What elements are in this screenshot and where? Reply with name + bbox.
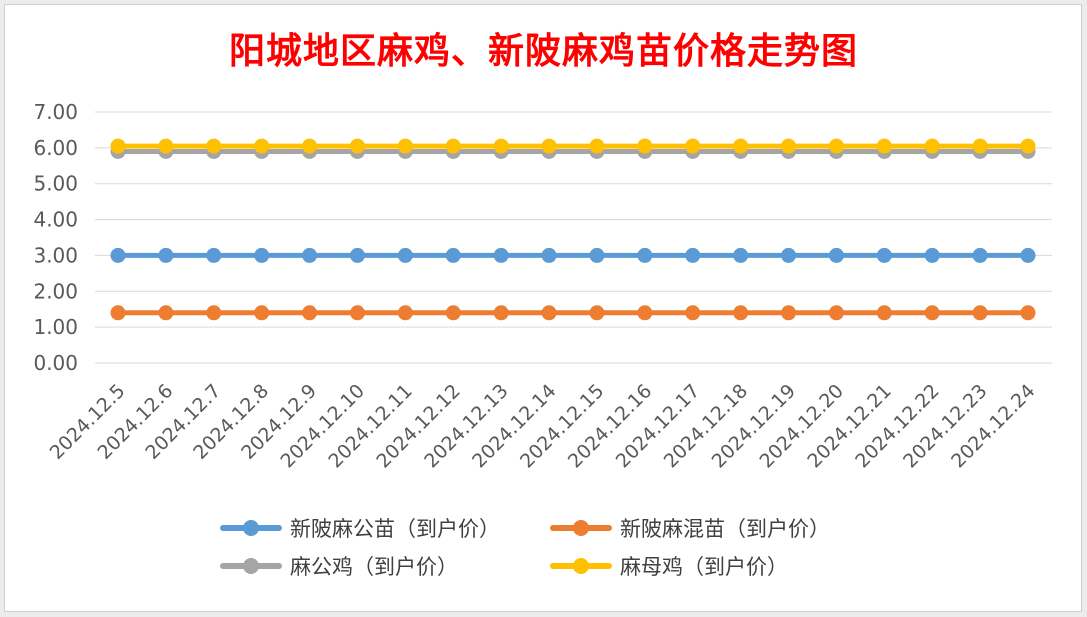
y-tick-label: 3.00 <box>33 243 78 267</box>
data-point <box>1020 305 1036 321</box>
data-point <box>1020 247 1036 263</box>
legend-swatch <box>220 515 282 541</box>
data-point <box>781 138 797 154</box>
legend-item: 麻母鸡（到户价） <box>550 553 880 579</box>
legend-item: 新陂麻公苗（到户价） <box>220 515 550 541</box>
data-point <box>733 305 749 321</box>
data-point <box>637 247 653 263</box>
data-point <box>493 247 509 263</box>
legend-swatch <box>550 515 612 541</box>
data-point <box>972 138 988 154</box>
y-axis-tick-labels: 0.00 1.00 2.00 3.00 4.00 5.00 6.00 7.00 <box>33 100 78 375</box>
data-point <box>781 305 797 321</box>
legend-swatch <box>220 553 282 579</box>
data-point <box>781 247 797 263</box>
data-point <box>876 138 892 154</box>
y-tick-label: 6.00 <box>33 136 78 160</box>
data-point <box>685 305 701 321</box>
legend-label: 麻母鸡（到户价） <box>620 555 788 579</box>
data-point <box>110 305 126 321</box>
y-tick-label: 1.00 <box>33 315 78 339</box>
y-tick-label: 4.00 <box>33 208 78 232</box>
y-tick-label: 5.00 <box>33 172 78 196</box>
data-point <box>206 247 222 263</box>
data-point <box>110 138 126 154</box>
data-point <box>828 305 844 321</box>
data-point <box>972 247 988 263</box>
data-point <box>733 138 749 154</box>
data-point <box>924 138 940 154</box>
data-point <box>733 247 749 263</box>
legend-label: 新陂麻混苗（到户价） <box>620 517 830 541</box>
data-point <box>254 138 270 154</box>
data-point <box>302 138 318 154</box>
data-point <box>637 138 653 154</box>
data-point <box>685 138 701 154</box>
data-point <box>349 247 365 263</box>
data-point <box>924 247 940 263</box>
data-point <box>876 247 892 263</box>
legend-item: 麻公鸡（到户价） <box>220 553 550 579</box>
data-point <box>493 138 509 154</box>
data-point <box>493 305 509 321</box>
data-point <box>972 305 988 321</box>
data-point <box>397 305 413 321</box>
data-point <box>1020 138 1036 154</box>
legend-item: 新陂麻混苗（到户价） <box>550 515 880 541</box>
data-point <box>589 247 605 263</box>
data-point <box>206 305 222 321</box>
data-point <box>349 305 365 321</box>
series-3 <box>110 138 1036 154</box>
legend-label: 新陂麻公苗（到户价） <box>290 517 500 541</box>
data-point <box>254 305 270 321</box>
data-point <box>158 305 174 321</box>
data-point <box>158 138 174 154</box>
y-tick-label: 7.00 <box>33 100 78 124</box>
data-point <box>541 138 557 154</box>
y-tick-label: 2.00 <box>33 279 78 303</box>
data-point <box>302 305 318 321</box>
data-point <box>397 138 413 154</box>
chart-legend: 新陂麻公苗（到户价） 新陂麻混苗（到户价） 麻公鸡（到户价） 麻母鸡（到户价） <box>220 515 920 579</box>
data-point <box>445 247 461 263</box>
data-point <box>637 305 653 321</box>
chart-title: 阳城地区麻鸡、新陂麻鸡苗价格走势图 <box>228 30 858 72</box>
data-point <box>302 247 318 263</box>
data-point <box>541 305 557 321</box>
data-point <box>828 138 844 154</box>
data-point <box>445 138 461 154</box>
data-point <box>397 247 413 263</box>
series-lines <box>110 138 1036 321</box>
data-point <box>110 247 126 263</box>
data-point <box>254 247 270 263</box>
legend-swatch <box>550 553 612 579</box>
legend-label: 麻公鸡（到户价） <box>290 555 458 579</box>
data-point <box>206 138 222 154</box>
data-point <box>828 247 844 263</box>
data-point <box>876 305 892 321</box>
data-point <box>589 138 605 154</box>
y-tick-label: 0.00 <box>33 351 78 375</box>
data-point <box>158 247 174 263</box>
x-axis-tick-labels: 2024.12.52024.12.62024.12.72024.12.82024… <box>46 380 1040 472</box>
data-point <box>445 305 461 321</box>
data-point <box>924 305 940 321</box>
data-point <box>589 305 605 321</box>
data-point <box>541 247 557 263</box>
series-0 <box>110 247 1036 263</box>
data-point <box>349 138 365 154</box>
data-point <box>685 247 701 263</box>
chart-frame <box>4 4 1082 612</box>
series-1 <box>110 305 1036 321</box>
